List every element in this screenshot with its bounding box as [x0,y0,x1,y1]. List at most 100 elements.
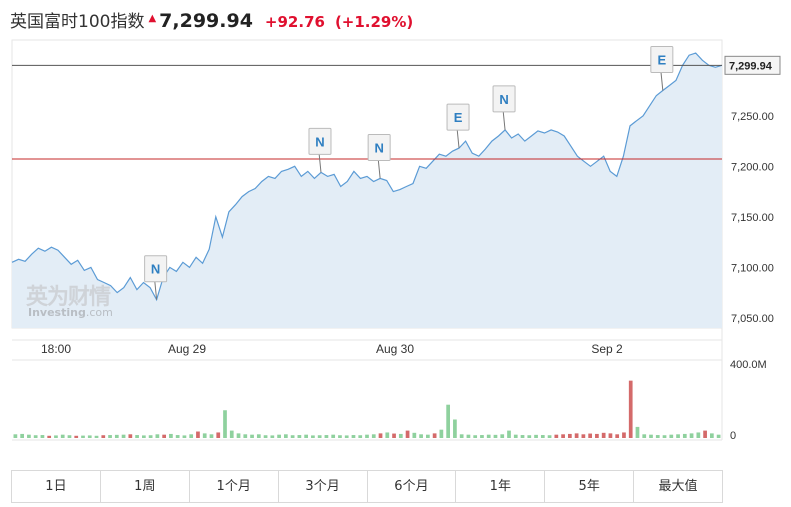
period-1d[interactable]: 1日 [12,471,101,502]
volume-bar [270,435,275,438]
volume-min-label: 0 [730,430,736,442]
volume-bar [182,435,187,438]
volume-bar [155,434,160,438]
earnings-event-marker[interactable]: E [446,103,470,149]
event-box [492,85,516,113]
volume-bar [148,435,153,438]
volume-bar [493,434,498,438]
news-event-marker[interactable]: N [492,85,516,130]
volume-bar [480,435,484,438]
event-pin-line [660,70,664,91]
price-change-percent: (+1.29%) [334,13,414,31]
volume-bar [432,433,437,438]
volume-bar [141,435,146,438]
event-pin-line [456,128,460,149]
watermark-domain: .com [85,306,113,319]
volume-bar [216,432,221,438]
price-chart[interactable]: 7,050.00 7,100.00 7,150.00 7,200.00 7,250.00… [0,0,791,470]
volume-bar [655,435,660,438]
volume-bar [365,434,369,438]
volume-bar [588,433,593,438]
volume-bar [189,434,194,438]
watermark-logo-cn: 英为财情 [26,285,111,310]
volume-bar [311,435,315,438]
volume-bar [290,435,295,438]
x-tick-label: 18:00 [41,342,71,356]
volume-bar [20,433,25,438]
volume-bar [277,434,281,438]
event-pin-line [502,109,506,130]
volume-bar [175,435,180,438]
period-1m[interactable]: 1个月 [189,471,279,502]
period-6m[interactable]: 6个月 [367,471,457,502]
event-box [446,103,470,131]
volume-bar [60,434,65,438]
period-3m[interactable]: 3个月 [278,471,368,502]
volume-bar [527,435,532,438]
volume-bar [385,432,390,438]
volume-bar [263,435,268,438]
volume-bar [439,429,444,438]
period-5y[interactable]: 5年 [545,471,635,502]
volume-bar [574,433,579,438]
x-tick-label: Sep 2 [591,342,623,356]
volume-bar [669,434,674,438]
volume-bar [419,434,423,438]
news-event-marker[interactable]: N [144,255,168,300]
period-1y[interactable]: 1年 [456,471,546,502]
volume-bar [196,431,200,438]
event-pin-line [154,279,158,300]
volume-bar [642,434,647,438]
volume-bar [209,434,214,438]
y-tick-label: 7,100.00 [731,262,774,274]
y-tick-label: 7,250.00 [731,111,774,123]
event-pin-line [377,158,381,179]
index-title: 英国富时100指数 [10,12,145,32]
volume-bar [635,426,640,438]
volume-bar [250,434,254,438]
volume-bar [696,432,701,438]
volume-bar [331,434,336,438]
volume-bar [486,434,491,438]
volume-bar [114,434,119,438]
volume-bar [324,435,329,438]
news-event-marker[interactable]: N [367,133,391,179]
volume-bar [466,434,471,438]
y-tick-label: 7,150.00 [731,212,774,224]
volume-bar [622,432,626,438]
period-max[interactable]: 最大值 [634,471,722,502]
event-box [367,133,391,161]
volume-bar [229,430,234,438]
volume-bar [554,434,559,438]
earnings-event-marker[interactable]: E [650,46,674,91]
volume-bar [676,434,680,438]
volume-bar [689,433,694,438]
event-label: N [499,92,508,107]
event-pin-line [318,152,322,173]
volume-bar [595,433,599,438]
period-1w[interactable]: 1周 [100,471,190,502]
news-event-marker[interactable]: N [308,127,332,173]
volume-bar [351,435,356,438]
volume-bar [608,433,613,438]
volume-bar [74,435,79,438]
event-box [650,46,674,74]
volume-bar [40,435,45,438]
volume-bar [425,434,430,438]
event-label: N [315,134,324,149]
volume-bar [628,380,633,438]
volume-bar [236,433,241,438]
volume-bar [716,434,721,438]
quote-header: 英国富时100指数 ▲ 7,299.94 +92.76 (+1.29%) [10,7,413,33]
event-label: N [151,262,160,277]
volume-bar [540,435,545,438]
volume-bar [459,434,464,438]
volume-bar [520,435,525,438]
volume-bar [601,432,606,438]
volume-bar [473,435,478,438]
y-tick-label: 7,200.00 [731,161,774,173]
volume-bar [256,434,261,438]
volume-bar [338,435,342,438]
volume-bar [709,433,714,438]
volume-bar [513,434,518,438]
